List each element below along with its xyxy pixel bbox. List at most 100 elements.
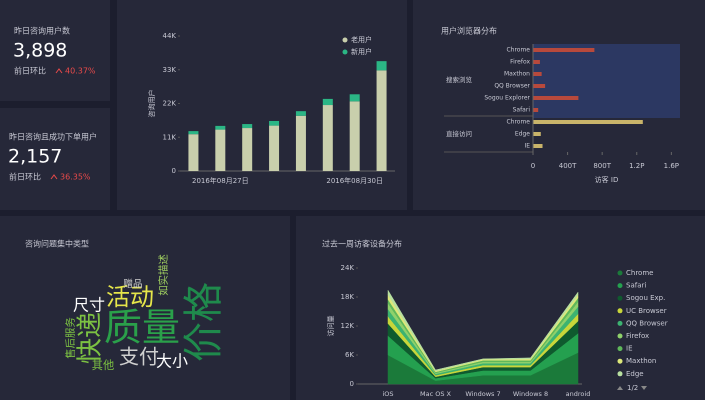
legend-label: Maxthon — [626, 357, 656, 365]
legend-marker — [617, 371, 623, 377]
legend-marker — [617, 308, 623, 314]
kpi-change: 40.37% — [65, 67, 96, 76]
y-tick-label: 33K — [163, 66, 177, 74]
bar-segment — [349, 101, 360, 171]
legend-label: Chrome — [626, 269, 653, 277]
bar-segment — [269, 120, 280, 126]
group-label: 直接访问 — [446, 129, 472, 138]
legend-label: 新用户 — [351, 47, 372, 56]
kpi-compare-label: 前日环比 — [14, 66, 46, 76]
word: 支付 — [119, 345, 159, 369]
bar-segment — [188, 134, 199, 171]
x-tick-label: android — [566, 390, 591, 398]
bar-segment — [215, 125, 226, 130]
word: 快递 — [76, 312, 106, 364]
x-tick-label: 800T — [593, 162, 611, 170]
chart-title: 过去一周访客设备分布 — [322, 239, 402, 249]
legend-marker — [617, 295, 623, 301]
x-tick-label: 2016年08月30日 — [326, 176, 383, 185]
y-tick-label: 0 — [172, 167, 176, 175]
bar — [533, 84, 546, 88]
word: 活动 — [106, 283, 154, 311]
x-tick-label: 0 — [531, 162, 535, 170]
x-tick-label: Mac OS X — [420, 390, 452, 398]
legend-label: QQ Browser — [626, 319, 668, 327]
legend-marker — [342, 37, 348, 43]
kpi-title: 昨日咨询用户数 — [14, 26, 70, 36]
x-axis-label: 访客 ID — [595, 175, 619, 184]
word: 大小 — [156, 352, 188, 371]
x-tick-label: 1.2P — [629, 162, 644, 170]
legend-label: UC Browser — [626, 307, 667, 315]
kpi-value: 2,157 — [8, 146, 62, 168]
panel — [0, 0, 110, 101]
bar — [533, 132, 541, 136]
bar-segment — [322, 98, 333, 106]
bar-segment — [376, 70, 387, 171]
y-tick-label: 0 — [350, 380, 354, 388]
bar — [533, 48, 595, 52]
area — [387, 289, 579, 372]
x-tick-label: Windows 8 — [513, 390, 548, 398]
y-tick-label: Sogou Explorer — [484, 95, 530, 102]
word: 价格 — [181, 282, 227, 362]
word: 售后服务 — [64, 317, 77, 359]
y-tick-label: 12K — [341, 322, 355, 330]
legend-prev[interactable] — [617, 386, 623, 390]
bar-segment — [215, 129, 226, 171]
y-tick-label: Chrome — [506, 47, 530, 54]
y-tick-label: Edge — [515, 131, 530, 138]
word: 赠品 — [123, 278, 142, 290]
highlight-region — [533, 44, 680, 118]
x-tick-label: 1.6P — [664, 162, 679, 170]
y-tick-label: 6K — [345, 351, 354, 359]
y-tick-label: 22K — [163, 100, 177, 108]
kpi-value: 3,898 — [13, 40, 67, 62]
group-label: 搜索浏览 — [446, 75, 473, 84]
bar-segment — [188, 131, 199, 135]
legend-marker — [617, 283, 623, 289]
kpi-change: 36.35% — [60, 173, 91, 182]
legend-label: Firefox — [626, 332, 649, 340]
legend-label: Edge — [626, 370, 644, 378]
bar-segment — [269, 125, 280, 171]
bar-segment — [242, 124, 253, 129]
word: 其他 — [92, 359, 114, 372]
bar — [533, 144, 543, 148]
bar-segment — [242, 128, 253, 171]
legend-next[interactable] — [641, 386, 647, 390]
legend-label: Sogou Exp. — [626, 294, 665, 302]
x-tick-label: Windows 7 — [465, 390, 500, 398]
y-tick-label: Safari — [513, 107, 531, 114]
y-tick-label: 18K — [341, 293, 355, 301]
word: 尺寸 — [73, 296, 105, 315]
y-tick-label: 44K — [163, 32, 177, 40]
x-tick-label: iOS — [382, 390, 393, 398]
legend-marker — [617, 346, 623, 352]
legend-page: 1/2 — [627, 384, 638, 392]
chart-title: 咨询问题集中类型 — [25, 239, 89, 249]
chart-title: 用户浏览器分布 — [441, 26, 497, 36]
legend-label: 老用户 — [351, 35, 372, 44]
y-axis-label: 咨询用户 — [147, 90, 156, 118]
bar-segment — [295, 111, 306, 116]
legend-label: Safari — [626, 282, 646, 290]
legend-marker — [617, 270, 623, 276]
legend-marker — [342, 49, 348, 55]
legend-marker — [617, 320, 623, 326]
x-tick-label: 400T — [559, 162, 577, 170]
y-tick-label: 24K — [341, 264, 355, 272]
legend-label: IE — [626, 345, 633, 353]
y-tick-label: Maxthon — [504, 71, 530, 78]
y-tick-label: Firefox — [510, 59, 530, 66]
bar — [533, 96, 579, 100]
bar-segment — [322, 105, 333, 171]
y-tick-label: IE — [524, 143, 530, 150]
word: 如实描述 — [157, 254, 170, 296]
y-tick-label: Chrome — [506, 119, 530, 126]
y-axis-label: 访问量 — [326, 316, 335, 337]
bar — [533, 72, 542, 76]
up-arrow — [50, 174, 58, 180]
